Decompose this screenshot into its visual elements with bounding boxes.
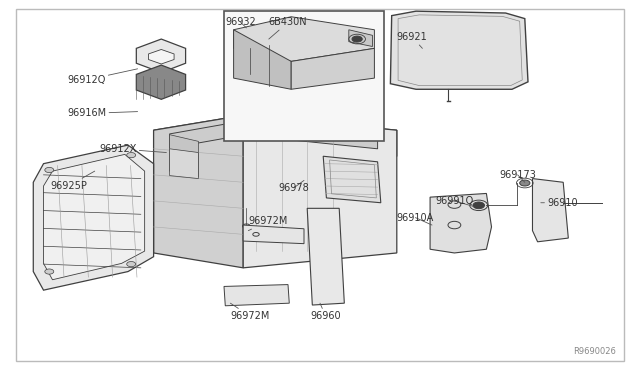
Text: 96972M: 96972M [230,303,270,321]
Text: 96916M: 96916M [67,109,138,118]
Polygon shape [44,154,145,280]
Text: 6B430N: 6B430N [269,17,307,39]
Polygon shape [349,30,372,46]
Text: 96921: 96921 [397,32,428,48]
Polygon shape [154,115,397,171]
Text: 96932: 96932 [225,17,256,28]
Polygon shape [234,30,291,89]
Text: 969173: 969173 [499,170,536,182]
Text: 96978: 96978 [278,180,309,193]
Text: 96910A: 96910A [397,213,434,225]
Circle shape [127,262,136,267]
Polygon shape [234,17,374,61]
Text: 96910: 96910 [541,198,578,208]
Polygon shape [307,208,344,305]
Polygon shape [148,49,174,64]
Text: 96912X: 96912X [99,144,166,154]
Polygon shape [243,225,304,244]
Polygon shape [154,115,243,268]
Polygon shape [170,135,198,177]
Circle shape [520,180,530,186]
Polygon shape [170,121,378,149]
Text: 96972M: 96972M [248,217,288,231]
Polygon shape [33,145,154,290]
Polygon shape [430,193,492,253]
Polygon shape [136,39,186,73]
Polygon shape [291,48,374,89]
Circle shape [45,167,54,173]
Text: 96991Q: 96991Q [435,196,474,206]
Text: 96912Q: 96912Q [67,69,138,85]
Circle shape [352,36,362,42]
Text: 96925P: 96925P [50,171,95,191]
FancyBboxPatch shape [224,11,384,141]
Polygon shape [532,179,568,242]
Text: 96960: 96960 [310,303,341,321]
Circle shape [473,202,484,209]
Text: R9690026: R9690026 [573,347,616,356]
Polygon shape [136,65,186,99]
Polygon shape [224,285,289,306]
Polygon shape [390,11,528,89]
Polygon shape [170,149,198,179]
Polygon shape [323,156,381,203]
Circle shape [45,269,54,274]
Polygon shape [243,115,397,268]
Circle shape [127,153,136,158]
